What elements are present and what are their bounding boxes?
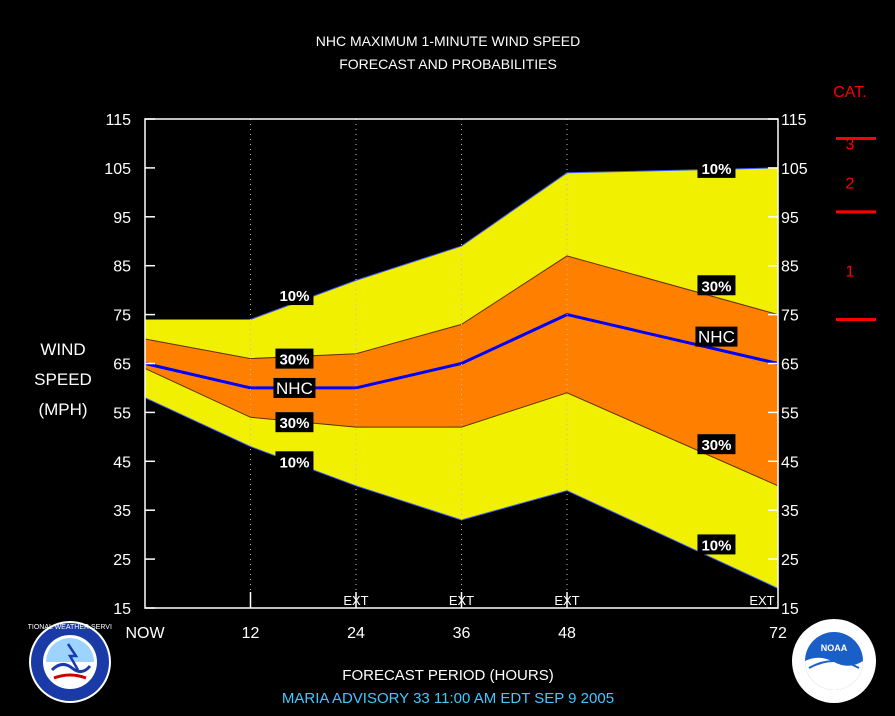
annotation-label: 10% bbox=[701, 161, 731, 178]
annotation-label: NHC bbox=[276, 379, 313, 398]
annotation-label: NHC bbox=[698, 328, 735, 347]
ytick-left-label: 105 bbox=[104, 161, 131, 178]
ytick-right-label: 115 bbox=[781, 112, 807, 129]
ytick-right-label: 65 bbox=[781, 357, 799, 374]
annotation-box bbox=[697, 275, 736, 296]
annotation-box bbox=[275, 285, 314, 306]
annotation-box bbox=[697, 157, 736, 178]
ytick-left-label: 45 bbox=[113, 454, 131, 471]
chart-title-line: FORECAST AND PROBABILITIES bbox=[339, 56, 557, 72]
advisory-footer: MARIA ADVISORY 33 11:00 AM EDT SEP 9 200… bbox=[282, 690, 614, 707]
axes: 15 15 25 25 35 35 45 45 55 55 65 65 75 75 85 85 95 95 105 1… bbox=[104, 112, 808, 642]
ytick-left-label: 65 bbox=[113, 357, 131, 374]
ytick-left-label: 35 bbox=[113, 503, 131, 520]
xtick-label-36: 36 bbox=[453, 625, 471, 642]
category-title: CAT. bbox=[833, 84, 866, 101]
ytick-right-label: 75 bbox=[781, 308, 799, 325]
nws-logo-icon: NATIONAL WEATHER SERVICE bbox=[28, 621, 112, 703]
category-label-3: 3 bbox=[846, 136, 855, 153]
ytick-right-label: 95 bbox=[781, 210, 799, 227]
annotation-label: 30% bbox=[701, 437, 731, 454]
xtick-label-24: 24 bbox=[347, 625, 365, 642]
ytick-right-label: 45 bbox=[781, 454, 799, 471]
annotation-box bbox=[275, 348, 314, 369]
annotation-label: 10% bbox=[279, 454, 309, 471]
ext-label: EXT bbox=[449, 593, 474, 608]
series-line-upper10 bbox=[145, 167, 779, 320]
ytick-right-label: 85 bbox=[781, 259, 799, 276]
ytick-left-label: 75 bbox=[113, 308, 131, 325]
y-axis-label-line: SPEED bbox=[34, 370, 92, 389]
annotation-box bbox=[275, 412, 314, 433]
series-line-lower30 bbox=[144, 367, 779, 487]
noaa-logo-icon: NOAA bbox=[792, 619, 876, 703]
annotation-box bbox=[695, 326, 738, 347]
ytick-left-label: 95 bbox=[113, 210, 131, 227]
annotation-label: 30% bbox=[279, 352, 309, 369]
ext-label: EXT bbox=[749, 593, 774, 608]
ext-label: EXT bbox=[343, 593, 368, 608]
annotation-label: 10% bbox=[279, 288, 309, 305]
ytick-left-label: 85 bbox=[113, 259, 131, 276]
annotation-box bbox=[697, 434, 736, 455]
ytick-left-label: 115 bbox=[105, 112, 131, 129]
series-line-lower10 bbox=[144, 397, 779, 589]
noaa-logo-text: NOAA bbox=[821, 643, 848, 653]
ytick-left-label: 55 bbox=[113, 405, 131, 422]
category-label-1: 1 bbox=[846, 264, 855, 281]
category-scale: CAT. 3 2 1 bbox=[833, 84, 876, 321]
ext-label: EXT bbox=[554, 593, 579, 608]
y-axis-label-line: (MPH) bbox=[38, 400, 87, 419]
x-axis-label: FORECAST PERIOD (HOURS) bbox=[342, 667, 553, 684]
y-axis-label-line: WIND bbox=[40, 340, 85, 359]
ytick-right-label: 15 bbox=[781, 601, 799, 618]
annotation-label: 10% bbox=[701, 537, 731, 554]
annotation-box bbox=[697, 534, 736, 555]
band-30-percent bbox=[145, 255, 778, 486]
series-line-upper30 bbox=[144, 255, 779, 360]
labels: NHC MAXIMUM 1-MINUTE WIND SPEED FORECAST … bbox=[34, 33, 738, 707]
nws-logo-text: NATIONAL WEATHER SERVICE bbox=[28, 624, 112, 631]
annotation-label: 30% bbox=[701, 278, 731, 295]
annotation-box bbox=[275, 451, 314, 472]
ytick-left-label: 25 bbox=[113, 552, 131, 569]
chart-title-line: NHC MAXIMUM 1-MINUTE WIND SPEED bbox=[316, 33, 580, 49]
series-line-nhc bbox=[144, 313, 779, 390]
xtick-label-72: 72 bbox=[769, 625, 787, 642]
ytick-right-label: 55 bbox=[781, 405, 799, 422]
category-label-2: 2 bbox=[846, 176, 855, 193]
ytick-right-label: 25 bbox=[781, 552, 799, 569]
annotation-label: 30% bbox=[279, 415, 309, 432]
ytick-right-label: 35 bbox=[781, 503, 799, 520]
annotation-box bbox=[273, 377, 316, 398]
ytick-left-label: 15 bbox=[113, 601, 131, 618]
ytick-right-label: 105 bbox=[781, 161, 808, 178]
xtick-label-12: 12 bbox=[242, 625, 260, 642]
xtick-label-NOW: NOW bbox=[125, 625, 165, 642]
probability-bands bbox=[144, 167, 779, 589]
xtick-label-48: 48 bbox=[558, 625, 576, 642]
